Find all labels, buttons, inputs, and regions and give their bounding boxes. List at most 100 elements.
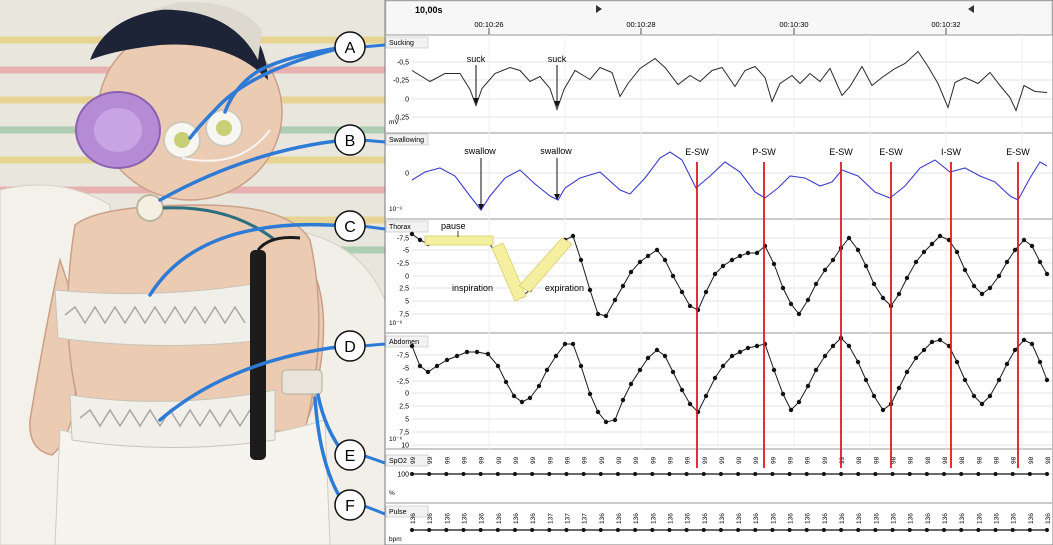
pulse-sample-point (856, 528, 861, 532)
sucking-trace (411, 50, 1048, 112)
swallow-event-label: P-SW (752, 147, 776, 157)
abdomen-sample-point (511, 393, 517, 399)
abdomen-sample-point (562, 341, 568, 347)
pulse-sample-point (890, 528, 895, 532)
spo2-value: 99 (788, 456, 795, 464)
pulse-sample-point (512, 528, 517, 532)
pulse-value: 136 (753, 513, 760, 524)
channel-label-thorax: Thorax (389, 224, 411, 231)
y-tick-label: 5 (405, 299, 409, 306)
pulse-sample-point (787, 528, 792, 532)
abdomen-sample-point (687, 401, 693, 407)
abdomen-sample-point (425, 369, 431, 375)
pulse-value: 136 (1028, 513, 1035, 524)
pulse-sample-point (701, 528, 706, 532)
spo2-value: 98 (891, 456, 898, 464)
spo2-sample-point (598, 472, 603, 476)
pulse-value: 136 (736, 513, 743, 524)
abdomen-sample-point (720, 363, 726, 369)
spo2-value: 99 (513, 456, 520, 464)
callout-pointer-line (223, 45, 347, 114)
swallow-event-label: E-SW (685, 147, 709, 157)
abdomen-trace (411, 337, 1048, 423)
channel-label-swallowing: Swallowing (389, 137, 424, 144)
thorax-sample-point (1044, 271, 1050, 277)
time-tick-label: 00:10:26 (474, 20, 503, 29)
marker-label-b: B (345, 133, 356, 150)
y-tick-label: 100 (397, 472, 409, 479)
pulse-value: 136 (873, 513, 880, 524)
pulse-sample-point (1027, 528, 1032, 532)
pulse-value: 136 (599, 513, 606, 524)
pulse-value: 136 (461, 513, 468, 524)
abdomen-sample-point (485, 351, 491, 357)
spo2-sample-point (1045, 472, 1049, 476)
channel-label-spo2: SpO2 (389, 458, 407, 465)
abdomen-sample-point (553, 353, 559, 359)
pulse-sample-point (427, 528, 432, 532)
spo2-value: 99 (650, 456, 657, 464)
spo2-value: 99 (667, 456, 674, 464)
spo2-value: 98 (1045, 456, 1052, 464)
spo2-sample-point (564, 472, 569, 476)
spo2-value: 99 (599, 456, 606, 464)
pulse-sample-point (633, 528, 638, 532)
thorax-sample-point (846, 235, 852, 241)
pulse-sample-point (907, 528, 912, 532)
spo2-value: 98 (959, 456, 966, 464)
pulse-value: 136 (479, 513, 486, 524)
pulse-sample-point (993, 528, 998, 532)
pulse-value: 136 (444, 513, 451, 524)
pulse-sample-point (650, 528, 655, 532)
spo2-sample-point (495, 472, 500, 476)
unit-label: 10⁻⁶ (389, 436, 403, 443)
spo2-value: 99 (564, 456, 571, 464)
marker-label-f: F (345, 498, 355, 515)
spo2-value: 99 (685, 456, 692, 464)
thorax-sample-point (855, 247, 861, 253)
spo2-sample-point (821, 472, 826, 476)
spo2-sample-point (907, 472, 912, 476)
channel-label-pulse: Pulse (389, 509, 407, 516)
thorax-sample-point (921, 249, 927, 255)
thorax-sample-point (670, 273, 676, 279)
thorax-sample-point (822, 267, 828, 273)
abdomen-sample-point (503, 379, 509, 385)
spo2-sample-point (478, 472, 483, 476)
marker-circle (334, 330, 366, 362)
pulse-sample-point (1045, 528, 1049, 532)
marker-circle (334, 31, 366, 63)
abdomen-sample-point (745, 345, 751, 351)
pulse-value: 136 (822, 513, 829, 524)
callout-connector (361, 503, 386, 516)
channel-label-box (385, 36, 429, 49)
y-tick-label: -2,5 (397, 261, 409, 268)
thorax-sample-point (654, 247, 660, 253)
thorax-sample-point (913, 259, 919, 265)
thorax-sample-point (863, 263, 869, 269)
inspiration-annotation: inspiration (452, 283, 493, 293)
abdomen-sample-point (670, 369, 676, 375)
spo2-value: 99 (736, 456, 743, 464)
spo2-value: 98 (976, 456, 983, 464)
spo2-value: 98 (942, 456, 949, 464)
abdomen-sample-point (979, 401, 985, 407)
spo2-sample-point (615, 472, 620, 476)
play-marker-icon (596, 5, 602, 13)
pulse-sample-point (581, 528, 586, 532)
suck-arrow-head (554, 101, 560, 107)
abdomen-sample-point (464, 349, 470, 355)
abdomen-sample-point (937, 337, 943, 343)
abdomen-sample-point (813, 367, 819, 373)
spo2-sample-point (547, 472, 552, 476)
thorax-sample-point (712, 271, 718, 277)
abdomen-sample-point (628, 381, 634, 387)
thorax-sample-point (880, 295, 886, 301)
y-tick-label: -5 (403, 248, 409, 255)
pulse-value: 136 (427, 513, 434, 524)
abdomen-sample-point (971, 393, 977, 399)
abdomen-sample-point (729, 353, 735, 359)
pulse-value: 137 (582, 513, 589, 524)
spo2-sample-point (530, 472, 535, 476)
